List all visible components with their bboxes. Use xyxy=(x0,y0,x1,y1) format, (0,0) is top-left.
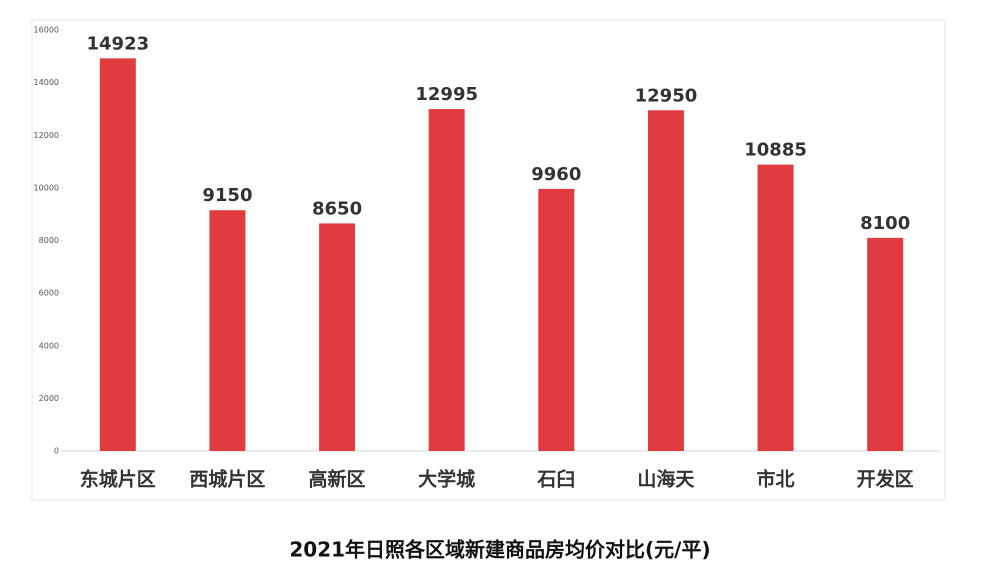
bar xyxy=(428,109,465,451)
bar xyxy=(209,210,246,451)
bar xyxy=(757,164,794,451)
data-label: 12950 xyxy=(635,85,698,106)
x-tick-label: 市北 xyxy=(757,468,795,491)
x-tick-label: 开发区 xyxy=(857,468,914,491)
bar xyxy=(647,110,684,452)
x-tick-label: 西城片区 xyxy=(189,468,265,491)
x-tick-label: 山海天 xyxy=(637,468,695,491)
chart-frame xyxy=(31,19,946,501)
y-tick-label: 14000 xyxy=(34,78,59,87)
x-tick-label: 东城片区 xyxy=(80,468,156,491)
bar xyxy=(99,58,136,451)
y-tick-label: 16000 xyxy=(34,26,59,35)
y-tick-label: 10000 xyxy=(34,183,59,192)
y-tick-label: 12000 xyxy=(34,131,59,140)
y-tick-label: 0 xyxy=(54,447,59,456)
y-tick-label: 2000 xyxy=(39,394,59,403)
data-label: 8650 xyxy=(312,198,362,219)
y-tick-label: 8000 xyxy=(39,236,59,245)
x-tick-label: 石臼 xyxy=(536,468,575,491)
chart-title: 2021年日照各区域新建商品房均价对比(元/平) xyxy=(289,538,710,562)
bar xyxy=(538,188,575,452)
y-tick-label: 4000 xyxy=(39,341,59,350)
y-tick-label: 6000 xyxy=(39,289,59,298)
bar xyxy=(319,223,356,451)
x-tick-label: 大学城 xyxy=(418,468,475,491)
x-tick-label: 高新区 xyxy=(309,468,366,491)
data-label: 8100 xyxy=(860,213,910,234)
data-label: 12995 xyxy=(415,84,478,105)
data-label: 9150 xyxy=(202,185,252,206)
data-label: 14923 xyxy=(87,33,150,54)
data-label: 9960 xyxy=(531,164,581,185)
bar xyxy=(867,237,904,451)
data-label: 10885 xyxy=(744,140,807,161)
